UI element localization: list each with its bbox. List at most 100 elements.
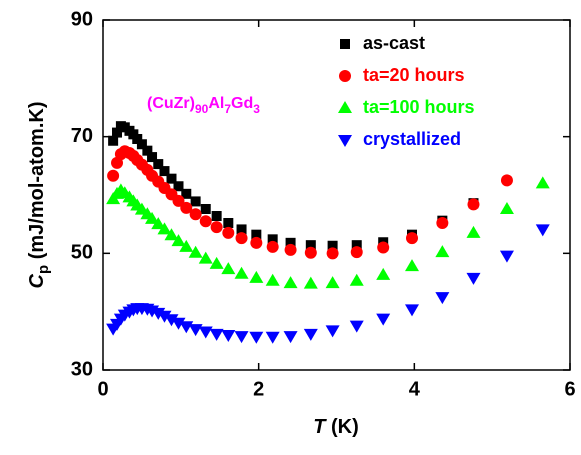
data-point [112,127,123,138]
data-point [435,292,450,305]
label-part: 7 [224,102,231,116]
data-point [250,236,263,249]
data-point [190,196,201,207]
data-point [188,324,203,337]
label-part: C [26,273,48,288]
y-tick-label: 70 [71,125,93,147]
data-point [171,317,186,330]
data-point [267,234,278,245]
data-point [209,328,224,341]
data-point [198,326,213,339]
data-point [466,272,481,285]
data-point [249,331,264,344]
label-part: T [313,416,327,438]
label-part: (K) [325,416,358,438]
y-axis-label: Cp (mJ/mol-atom.K) [26,102,52,289]
data-point [435,245,450,258]
data-point [327,240,338,251]
data-point [265,331,280,344]
data-point [132,134,143,144]
data-point [157,222,172,235]
annotation: (CuZr)90Al7Gd3 [147,95,260,116]
data-point [171,234,186,247]
data-point [466,225,481,238]
data-point [404,259,419,272]
x-tick-label: 4 [409,378,421,400]
data-point [221,262,236,275]
data-point [234,331,249,344]
legend-marker [340,39,350,49]
data-point [283,331,298,344]
data-point [500,174,513,187]
data-point [145,211,160,224]
data-point [499,202,514,214]
label-part: (mJ/mol-atom.K) [26,102,48,265]
data-point [467,198,480,211]
data-point [209,256,224,269]
data-point [350,246,363,259]
data-point [179,239,194,252]
data-point [377,241,390,254]
data-point [376,313,391,326]
data-point [198,251,213,264]
data-point [210,221,223,234]
legend-label: as-cast [363,33,425,53]
data-point [136,139,147,150]
data-point [325,276,340,289]
data-point [147,152,158,163]
data-point [223,218,234,228]
data-point [405,232,418,245]
label-part: Gd [231,95,253,112]
data-point [181,188,192,199]
data-point [235,232,248,245]
data-point [199,215,212,228]
data-point [180,201,193,214]
data-point [164,228,179,241]
plot-frame [102,19,571,371]
legend-label: ta=20 hours [363,65,465,85]
data-point [349,320,364,333]
data-point [189,208,202,221]
legend-label: ta=100 hours [363,97,475,117]
data-point [142,145,153,156]
data-point [325,325,340,338]
data-point [304,246,317,259]
data-point [376,267,391,280]
data-point [303,328,318,341]
data-point [172,194,185,207]
data-point [211,211,222,221]
data-point [188,245,203,258]
data-point [200,204,211,214]
label-part: 3 [253,102,260,116]
data-point [108,135,119,146]
data-point [151,217,166,230]
data-point [166,173,177,184]
label-part: 90 [195,102,209,116]
label-part: p [35,265,52,274]
data-point [164,314,179,327]
legend-marker [338,101,352,113]
x-tick-label: 6 [564,378,575,400]
data-point [404,304,419,317]
data-point [499,250,514,263]
y-tick-label: 50 [71,242,93,264]
data-point [159,166,170,177]
data-point [107,169,120,182]
data-point [535,224,550,237]
data-point [173,181,184,192]
data-point [249,270,264,283]
label-part: (CuZr) [147,95,195,112]
data-point [305,240,316,251]
data-point [349,273,364,286]
data-point [265,273,280,286]
data-point [251,229,262,240]
data-point [535,176,550,189]
y-tick-label: 90 [71,8,93,30]
x-tick-label: 2 [253,378,264,400]
legend-marker [338,135,352,147]
data-point [157,310,172,323]
legend-label: crystallized [363,129,461,149]
x-tick-label: 0 [97,378,108,400]
